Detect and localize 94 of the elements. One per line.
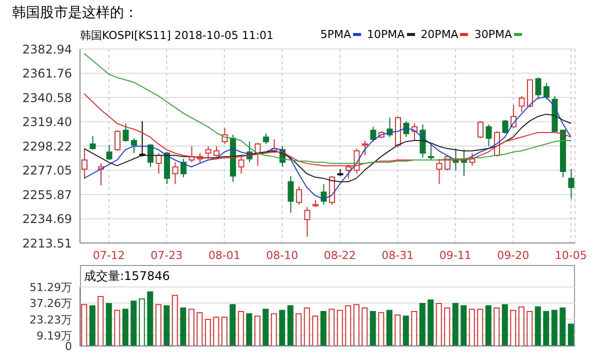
bar [81,304,88,346]
bar [230,304,236,346]
bar [270,313,277,346]
chart-subtitle: 韩国KOSPI[KS11] 2018-10-05 11:01 [80,28,274,43]
legend-label: 5PMA [320,28,352,41]
y-tick-label: 2340.58 [22,90,72,105]
chart-title: 韩国股市是这样的： [11,4,139,23]
y-tick-label: 51.29万 [30,281,72,294]
y-tick-label: 2298.22 [22,139,72,154]
bar [312,316,318,346]
bar [221,316,228,346]
bar [411,310,418,346]
bar [485,305,492,346]
bar [460,305,467,346]
bar [130,300,137,346]
bar [518,306,524,346]
bar [502,304,508,346]
bar [477,308,484,346]
bar [106,302,112,346]
bar [468,308,475,346]
bar [336,310,343,346]
x-tick-label: 08-10 [266,248,298,262]
bar [444,308,450,346]
bar [172,294,178,346]
bar [98,296,104,346]
bar [419,302,426,346]
y-tick-label: 2382.94 [22,42,72,56]
bar [560,308,566,346]
y-tick-label: 23.23万 [30,313,72,326]
bar [534,306,541,346]
bar [262,308,269,346]
bar [328,308,335,346]
bar [402,316,409,346]
bar [287,305,294,346]
bar [394,314,401,346]
bar [155,304,162,346]
bar [114,310,120,346]
bar [238,310,244,346]
bar [196,312,203,346]
y-tick-label: 2361.76 [22,66,72,81]
bar [526,310,533,346]
candlestick [568,168,574,200]
candlestick [288,176,294,214]
candlestick [82,148,88,179]
bar [89,305,96,346]
legend-label: 30PMA [474,28,512,41]
bar [147,291,154,346]
y-tick-label: 2213.51 [22,236,72,250]
x-tick-label: 07-23 [150,248,183,262]
bar [188,308,194,346]
y-tick-label: 37.26万 [30,297,72,310]
bar [180,308,186,346]
x-tick-label: 08-31 [382,248,414,262]
bar [386,310,392,346]
chart-title: 成交量:157846 [84,268,170,285]
bar [362,308,368,346]
bar [494,308,500,346]
bar [345,305,352,346]
bar [568,324,574,346]
bar [279,310,286,346]
bar [436,302,442,346]
bar [164,305,170,346]
bar [370,310,376,346]
x-tick-label: 10-05 [554,248,587,262]
bar [254,316,260,346]
y-tick-label: 2319.40 [22,115,72,130]
bar [320,310,326,346]
bar [138,298,145,346]
x-tick-label: 08-22 [324,248,356,262]
line-series [84,114,572,182]
bar [428,299,434,346]
legend-label: 10PMA [367,28,405,41]
bar [452,302,458,346]
x-tick-label: 07-12 [92,248,125,262]
y-tick-label: 2255.87 [22,188,72,202]
bar [510,310,516,346]
y-tick-label: 0 [65,340,72,353]
x-tick-label: 09-11 [439,248,472,262]
bar [246,313,252,346]
y-tick-label: 2277.05 [22,164,72,178]
x-tick-label: 09-20 [497,248,530,262]
legend-label: 20PMA [420,28,458,41]
y-tick-label: 9.19万 [36,329,72,342]
bar [378,312,384,346]
bar [551,310,558,346]
bar [122,308,128,346]
bar [204,319,211,346]
bar [296,313,302,346]
bar [353,304,360,346]
bar [543,310,550,346]
y-tick-label: 2234.69 [22,212,72,226]
x-tick-label: 08-01 [208,248,240,262]
bar [304,308,310,346]
bar [213,316,220,346]
